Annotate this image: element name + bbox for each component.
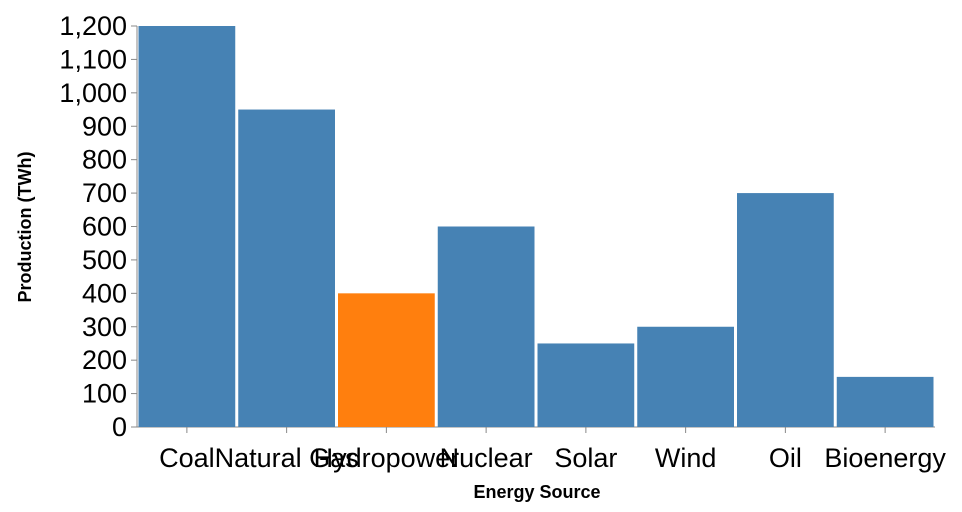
y-tick-label: 1,200: [59, 11, 127, 41]
y-tick-label: 600: [82, 212, 127, 242]
bar: [637, 327, 734, 427]
x-tick-label: Coal: [159, 443, 215, 473]
y-tick-label: 900: [82, 111, 127, 141]
bar: [438, 227, 535, 428]
x-tick-label: Bioenergy: [824, 443, 946, 473]
bar: [139, 26, 236, 427]
y-tick-label: 100: [82, 379, 127, 409]
x-tick-label: Oil: [769, 443, 802, 473]
bar: [737, 193, 834, 427]
y-tick-label: 1,100: [59, 44, 127, 74]
x-tick-label: Wind: [655, 443, 717, 473]
y-tick-label: 0: [112, 412, 127, 442]
y-tick-label: 1,000: [59, 78, 127, 108]
x-tick-label: Nuclear: [440, 443, 533, 473]
y-tick-label: 400: [82, 278, 127, 308]
y-tick-label: 800: [82, 145, 127, 175]
bar: [538, 343, 635, 427]
y-tick-label: 700: [82, 178, 127, 208]
x-tick-label: Solar: [554, 443, 617, 473]
bar: [238, 110, 335, 427]
y-axis-title: Production (TWh): [15, 152, 35, 303]
y-tick-label: 500: [82, 245, 127, 275]
bars: [139, 26, 934, 427]
y-tick-label: 300: [82, 312, 127, 342]
bar: [837, 377, 934, 427]
bar: [338, 293, 435, 427]
x-tick-label: Hydropower: [314, 443, 460, 473]
y-tick-label: 200: [82, 345, 127, 375]
x-axis-title: Energy Source: [473, 482, 600, 502]
